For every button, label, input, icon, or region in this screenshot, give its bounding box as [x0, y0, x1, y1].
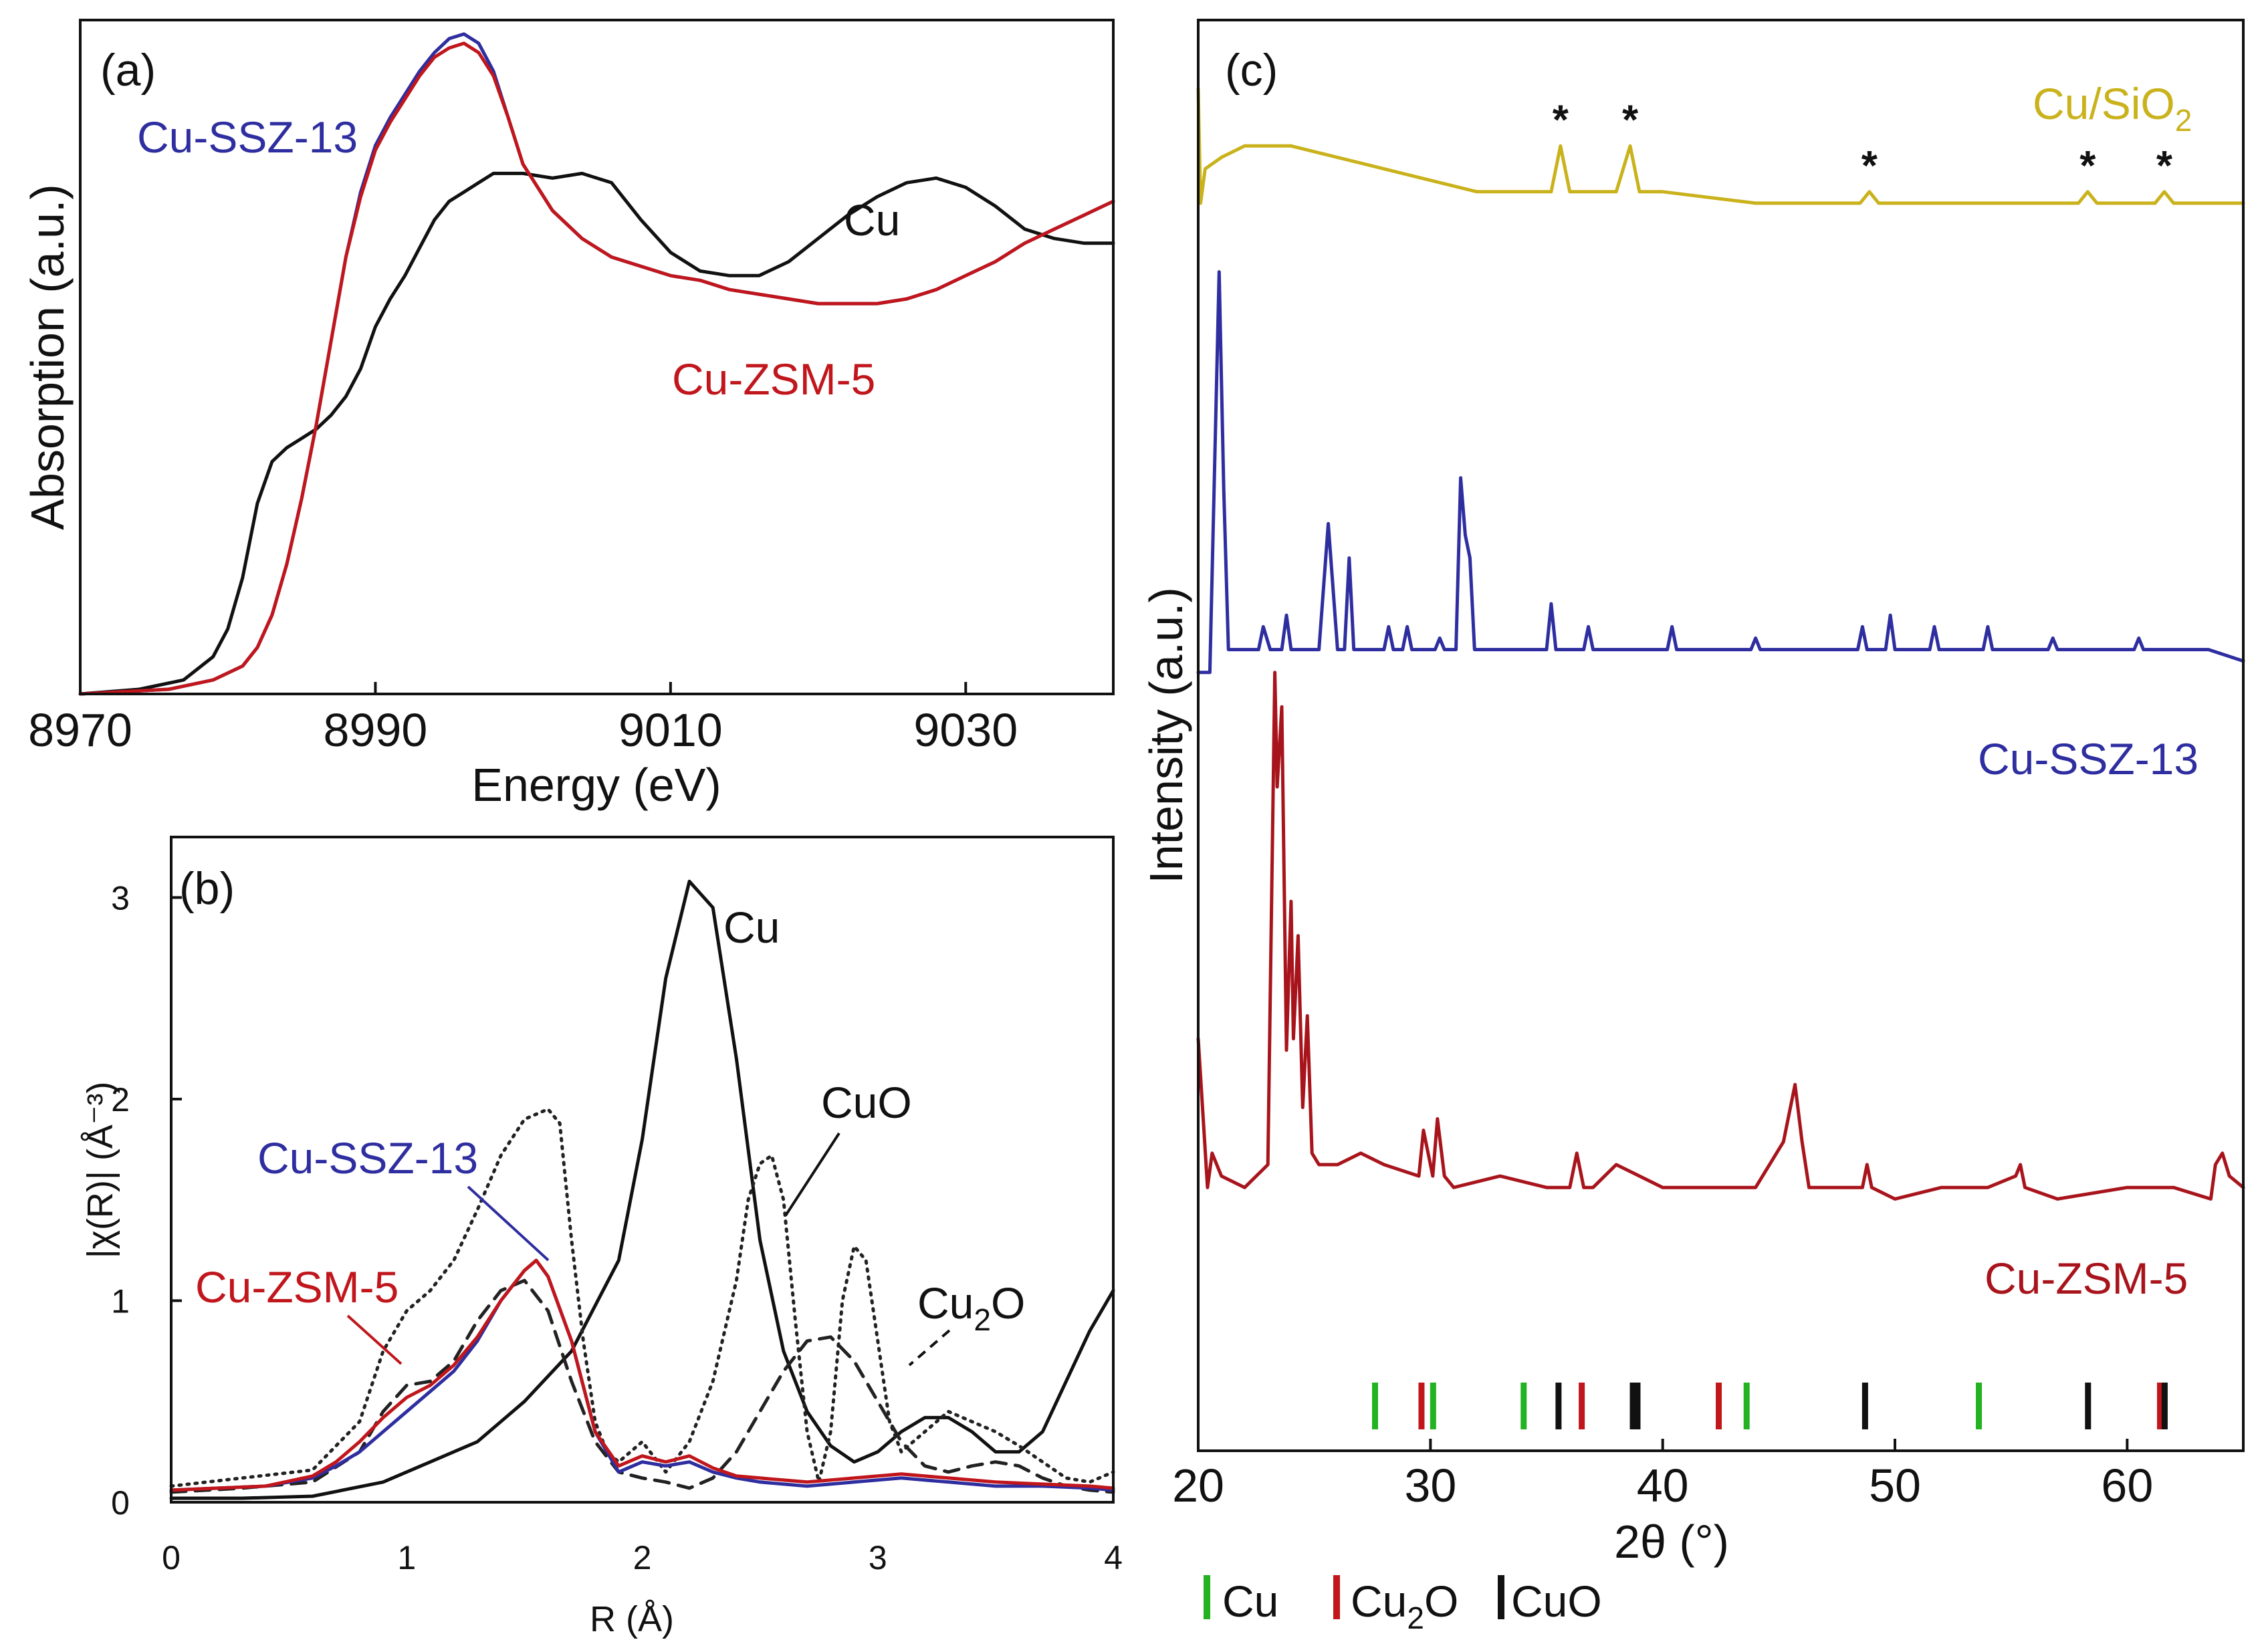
panel-c-ref-tick-cuo — [1629, 1383, 1636, 1429]
panel-b-ylabel: |χ(R)| (Å⁻³) — [80, 1082, 120, 1259]
panel-b-label-cuo: CuO — [821, 1078, 912, 1127]
panel-c-ref-tick-cu — [1743, 1383, 1750, 1429]
panel-b-x-tick-label: 0 — [162, 1539, 181, 1576]
panel-b-label-cu-zsm-5: Cu-ZSM-5 — [195, 1262, 399, 1312]
panel-a-ylabel: Absorption (a.u.) — [21, 184, 74, 529]
panel-b-label-cu2o: Cu2O — [917, 1278, 1025, 1337]
panel-c-series — [1196, 87, 2245, 1201]
panel-a-xlabel: Energy (eV) — [471, 759, 721, 811]
legend-label-cu: Cu — [1222, 1576, 1278, 1626]
panel-b-leader-cu-zsm-5 — [346, 1314, 403, 1365]
legend-swatch-cu2o — [1333, 1575, 1340, 1619]
panel-b-x-tick-label: 3 — [869, 1539, 887, 1576]
panel-a-x-ticks: 8970 8990 9010 9030 — [28, 682, 1018, 756]
panel-c-series-cu-sio2 — [1196, 87, 2245, 205]
panel-c-ref-tick-cu — [1976, 1383, 1983, 1429]
panel-c-ref-tick-cuo — [1634, 1383, 1641, 1429]
panel-b-leader-cu-ssz-13 — [467, 1185, 550, 1262]
panel-c-peak-asterisk: * — [1861, 143, 1878, 189]
panel-a-series — [78, 32, 1115, 696]
legend-swatch-cuo — [1498, 1575, 1504, 1619]
panel-b-label-cu: Cu — [723, 903, 780, 952]
panel-c-ylabel: Intensity (a.u.) — [1140, 587, 1192, 884]
panel-b-x-tick-label: 2 — [633, 1539, 652, 1576]
panel-c-ref-tick-cu — [1430, 1383, 1436, 1429]
panel-a-label-cu-ssz-13: Cu-SSZ-13 — [137, 112, 358, 162]
panel-c-peak-asterisk: * — [1622, 97, 1639, 143]
panel-c-reference-ticks — [1371, 1383, 2168, 1429]
panel-b-ticks: 0 1 2 3 4 0 1 2 3 — [111, 879, 1123, 1576]
panel-b-series-cu — [169, 879, 1115, 1500]
legend-swatch-cu — [1204, 1575, 1210, 1619]
panel-c-ref-tick-cuo — [2085, 1383, 2092, 1429]
panel-a-series-cu — [78, 171, 1115, 696]
panel-c-ref-tick-cu2o — [1579, 1383, 1585, 1429]
legend-label-cuo: CuO — [1511, 1576, 1602, 1626]
panel-c-letter: (c) — [1225, 45, 1278, 96]
panel-c-x-tick-label: 50 — [1869, 1459, 1921, 1512]
legend-label-cu2o: Cu2O — [1351, 1576, 1458, 1635]
panel-b-leader-cuo — [784, 1132, 840, 1217]
panel-b-exafs: 0 1 2 3 4 0 1 2 3 (b) Cu CuO Cu2O Cu-SSZ-13 Cu-Z… — [80, 836, 1123, 1639]
panel-a-label-cu: Cu — [844, 195, 900, 245]
panel-c-peak-asterisk: * — [2156, 143, 2173, 189]
panel-c-ref-tick-cuo — [1861, 1383, 1868, 1429]
panel-b-y-tick-label: 0 — [111, 1484, 130, 1522]
panel-b-letter: (b) — [179, 863, 235, 914]
panel-b-xlabel: R (Å) — [590, 1599, 674, 1639]
panel-a-xanes: 8970 8990 9010 9030 (a) Cu-SSZ-13 Cu Cu-ZSM… — [21, 19, 1115, 811]
panel-c-x-tick-label: 40 — [1637, 1459, 1689, 1512]
panel-a-frame — [79, 19, 1115, 695]
panel-a-x-tick-label: 9010 — [618, 704, 723, 756]
panel-c-ref-tick-cuo — [1555, 1383, 1562, 1429]
panel-b-y-tick-label: 1 — [111, 1282, 130, 1320]
panel-c-x-tick-label: 30 — [1404, 1459, 1456, 1512]
panel-a-label-cu-zsm-5: Cu-ZSM-5 — [672, 354, 875, 404]
panel-c-label-cu-sio2: Cu/SiO2 — [2033, 79, 2192, 138]
panel-c-ref-tick-cu2o — [2156, 1383, 2163, 1429]
panel-b-label-cu-ssz-13: Cu-SSZ-13 — [257, 1133, 478, 1183]
panel-c-ref-tick-cuo — [2161, 1383, 2168, 1429]
panel-b-series-cu-zsm-5 — [169, 1258, 1115, 1492]
panel-c-legend: Cu Cu2O CuO — [1204, 1575, 1602, 1635]
panel-c-peak-markers: * * * * * — [1553, 97, 2173, 189]
panel-c-label-cu-ssz-13: Cu-SSZ-13 — [1978, 734, 2198, 784]
panel-b-series-cuo — [169, 1107, 1115, 1488]
panel-a-x-tick-label: 8990 — [324, 704, 428, 756]
panel-c-ref-tick-cu2o — [1716, 1383, 1722, 1429]
panel-c-peak-asterisk: * — [2079, 143, 2096, 189]
panel-a-x-tick-label: 8970 — [28, 704, 132, 756]
panel-c-xlabel: 2θ (°) — [1614, 1516, 1729, 1568]
panel-b-x-tick-label: 4 — [1104, 1539, 1123, 1576]
panel-a-x-tick-label: 9030 — [913, 704, 1018, 756]
panel-c-label-cu-zsm-5: Cu-ZSM-5 — [1985, 1254, 2188, 1303]
panel-c-x-tick-label: 60 — [2101, 1459, 2153, 1512]
panel-b-y-tick-label: 2 — [111, 1081, 130, 1118]
panel-c-ref-tick-cu — [1371, 1383, 1378, 1429]
panel-c-ref-tick-cu2o — [1418, 1383, 1425, 1429]
panel-c-x-tick-label: 20 — [1172, 1459, 1224, 1512]
panel-c-ref-tick-cu — [1520, 1383, 1527, 1429]
panel-c-x-ticks: 20 30 40 50 60 — [1172, 1439, 2153, 1512]
panel-b-x-tick-label: 1 — [397, 1539, 416, 1576]
panel-c-xrd: 20 30 40 50 60 * * * * * (c) Cu/SiO2 Cu-SSZ-13 C… — [1140, 19, 2245, 1635]
panel-b-series — [169, 879, 1115, 1500]
panel-c-peak-asterisk: * — [1553, 97, 1569, 143]
panel-b-y-tick-label: 3 — [111, 879, 130, 917]
panel-c-series-cu-zsm-5 — [1196, 671, 2245, 1201]
panel-b-series-cu2o — [169, 1278, 1115, 1494]
panel-a-series-cu-zsm-5 — [78, 41, 1115, 696]
panel-b-frame — [170, 836, 1115, 1504]
panel-b-leader-cu2o — [908, 1329, 951, 1367]
panel-c-series-cu-ssz-13 — [1196, 270, 2245, 675]
panel-a-letter: (a) — [100, 45, 156, 96]
panel-c-frame — [1197, 19, 2245, 1452]
